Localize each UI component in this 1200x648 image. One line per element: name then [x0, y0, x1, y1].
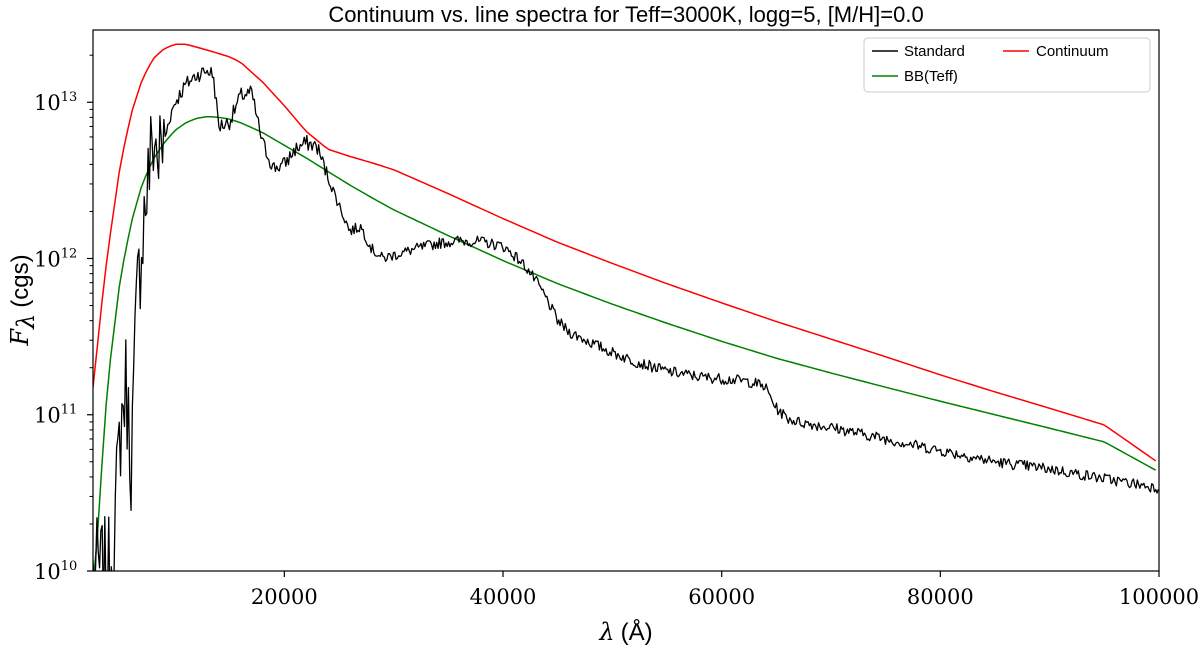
x-tick-label: 40000 [470, 585, 537, 609]
x-axis-label: λ (Å) [598, 618, 652, 646]
x-tick-label: 60000 [688, 585, 755, 609]
plot-frame [92, 29, 1160, 572]
y-axis-unit: (cgs) [7, 254, 34, 307]
y-tick-label: 1012 [34, 246, 77, 271]
y-tick-base: 10 [34, 247, 61, 271]
legend-label-bb: BB(Teff) [904, 68, 958, 85]
x-axis: 20000 40000 60000 80000 100000 [251, 571, 1199, 609]
series-line-bb-teff [93, 115, 1157, 571]
series-line-continuum [93, 43, 1157, 462]
y-tick-base: 10 [34, 560, 61, 584]
legend-label-continuum: Continuum [1036, 43, 1109, 60]
y-axis-symbol: F [6, 328, 34, 347]
legend-box [863, 37, 1151, 93]
legend-label-standard: Standard [904, 43, 965, 60]
series-line-standard [93, 66, 1159, 571]
x-axis-unit: (Å) [621, 618, 653, 646]
y-tick-exponent: 13 [61, 90, 78, 105]
series-layer [93, 43, 1159, 571]
y-tick-label: 1013 [34, 90, 77, 115]
x-tick-label: 20000 [251, 585, 318, 609]
x-tick-label: 80000 [907, 585, 974, 609]
x-axis-symbol: λ [598, 618, 614, 646]
y-tick-exponent: 11 [61, 403, 78, 418]
y-tick-label: 1010 [34, 559, 77, 584]
x-tick-label: 100000 [1119, 585, 1199, 609]
y-axis-subscript: λ [12, 314, 40, 330]
legend: Standard Continuum BB(Teff) [863, 37, 1151, 93]
y-tick-label: 1011 [34, 403, 77, 428]
y-tick-base: 10 [34, 91, 61, 115]
y-tick-exponent: 12 [61, 246, 78, 261]
y-tick-base: 10 [34, 404, 61, 428]
y-tick-exponent: 10 [61, 559, 78, 574]
chart-title: Continuum vs. line spectra for Teff=3000… [328, 2, 923, 27]
y-axis-label: Fλ (cgs) [6, 254, 40, 346]
